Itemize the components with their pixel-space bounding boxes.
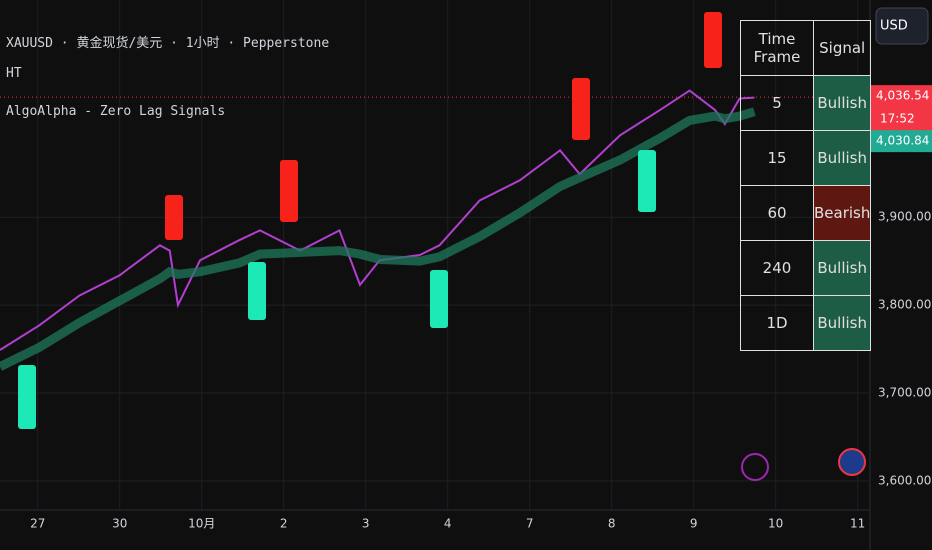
x-tick-label: 30 — [112, 517, 127, 531]
signal-markers — [18, 12, 722, 429]
sell-marker — [572, 78, 590, 140]
buy-marker — [18, 365, 36, 429]
buy-marker — [638, 150, 656, 212]
header-cell: Signal — [812, 20, 872, 76]
signal-cell: Bullish — [812, 240, 872, 296]
timeframe-cell: 15 — [740, 130, 814, 186]
x-tick-label: 2 — [280, 517, 288, 531]
table-row: 15 Bullish — [740, 130, 872, 186]
price-line — [0, 89, 755, 351]
price-tag — [871, 130, 932, 153]
header-cell: Time Frame — [740, 20, 814, 76]
table-row: 5 Bullish — [740, 75, 872, 131]
x-tick-label: 11 — [850, 517, 865, 531]
table-row: 240 Bullish — [740, 240, 872, 296]
timeframe-cell: 1D — [740, 295, 814, 351]
y-tick-label: 3,600.00 — [878, 473, 931, 487]
indicator: AlgoAlpha - Zero Lag Signals — [6, 104, 226, 119]
countdown: 17:52 — [880, 112, 915, 126]
signal-cell: Bearish — [812, 185, 872, 241]
y-tick-label: 3,900.00 — [878, 210, 931, 224]
buy-marker — [248, 262, 266, 320]
x-tick-label: 27 — [30, 517, 45, 531]
table-header: Time Frame Signal — [740, 20, 872, 76]
sell-marker — [704, 12, 722, 68]
price-axis-bg — [870, 0, 932, 550]
signal-cell: Bullish — [812, 75, 872, 131]
trend-band — [0, 107, 756, 371]
indicator: HT — [6, 66, 22, 81]
table-row: 60 Bearish — [740, 185, 872, 241]
signal-cell: Bullish — [812, 130, 872, 186]
signal-cell: Bullish — [812, 295, 872, 351]
timeframe-cell: 5 — [740, 75, 814, 131]
x-tick-label: 8 — [608, 517, 616, 531]
timeframe-cell: 60 — [740, 185, 814, 241]
currency[interactable]: USD — [880, 19, 908, 34]
buy-marker — [430, 270, 448, 328]
x-tick-label: 9 — [690, 517, 698, 531]
currency-button[interactable] — [875, 7, 929, 45]
x-tick-label: 10月 — [188, 517, 215, 531]
table-row: 1D Bullish — [740, 295, 872, 351]
price-tag — [871, 85, 932, 136]
lightning-icon[interactable] — [741, 453, 769, 481]
y-tick-label: 3,700.00 — [878, 386, 931, 400]
timeframe-cell: 240 — [740, 240, 814, 296]
symbol-line: XAUUSD · 黄金现货/美元 · 1小时 · Pepperstone — [6, 36, 330, 51]
flag-icon[interactable] — [838, 448, 866, 476]
price-tag-label: 4,036.54 — [876, 89, 929, 103]
x-tick-label: 10 — [768, 517, 783, 531]
sell-marker — [280, 160, 298, 222]
x-tick-label: 7 — [526, 517, 534, 531]
y-tick-label: 3,800.00 — [878, 298, 931, 312]
signal-table: Time Frame Signal 5 Bullish 15 Bullish 60 Beari… — [740, 20, 872, 351]
sell-marker — [165, 195, 183, 240]
x-tick-label: 4 — [444, 517, 452, 531]
x-tick-label: 3 — [362, 517, 370, 531]
price-tag-label: 4,030.84 — [876, 134, 929, 148]
